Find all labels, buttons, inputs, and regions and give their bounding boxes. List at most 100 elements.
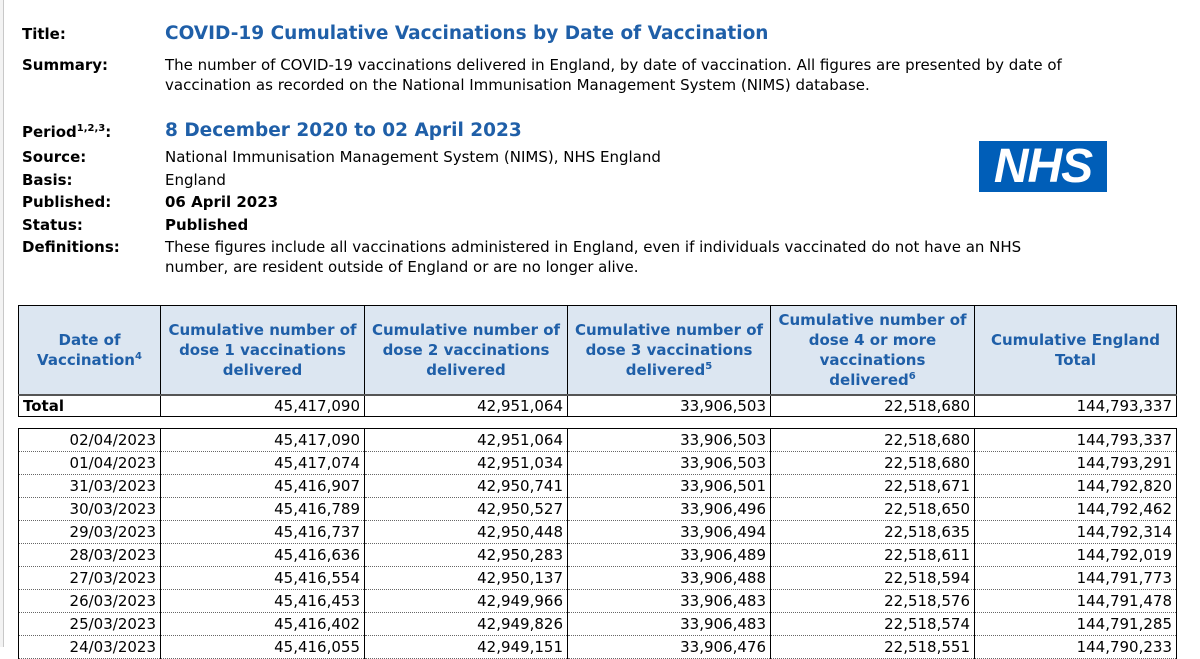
- table-row: 24/03/2023 45,416,055 42,949,151 33,906,476…: [18, 635, 1177, 659]
- cell-dose4[interactable]: 22,518,574: [770, 612, 975, 636]
- table-header: Date of Vaccination4 Cumulative number of…: [18, 305, 1177, 417]
- column-header-dose2: Cumulative number of dose 2 vaccinations…: [364, 305, 568, 396]
- total-cell-dose3[interactable]: 33,906,503: [567, 394, 771, 417]
- cell-dose3[interactable]: 33,906,489: [567, 543, 771, 567]
- cell-total[interactable]: 144,791,478: [974, 589, 1177, 613]
- table-row: 29/03/2023 45,416,737 42,950,448 33,906,494…: [18, 520, 1177, 544]
- cell-dose2[interactable]: 42,949,966: [364, 589, 568, 613]
- data-table: 02/04/2023 45,417,090 42,951,064 33,906,503…: [18, 428, 1177, 659]
- total-cell-dose4[interactable]: 22,518,680: [770, 394, 975, 417]
- column-header-dose1: Cumulative number of dose 1 vaccinations…: [160, 305, 365, 396]
- cell-dose3[interactable]: 33,906,488: [567, 566, 771, 590]
- column-header-total: Cumulative England Total: [974, 305, 1177, 396]
- cell-dose3[interactable]: 33,906,483: [567, 612, 771, 636]
- source-label: Source:: [22, 148, 87, 166]
- definitions-label: Definitions:: [22, 238, 120, 256]
- cell-dose2[interactable]: 42,951,034: [364, 451, 568, 475]
- cell-dose3[interactable]: 33,906,494: [567, 520, 771, 544]
- table-row: 25/03/2023 45,416,402 42,949,826 33,906,483…: [18, 612, 1177, 636]
- cell-date[interactable]: 29/03/2023: [18, 520, 161, 544]
- table-row: 28/03/2023 45,416,636 42,950,283 33,906,489…: [18, 543, 1177, 567]
- table-row: 01/04/2023 45,417,074 42,951,034 33,906,503…: [18, 451, 1177, 475]
- cell-dose1[interactable]: 45,417,090: [160, 428, 365, 452]
- published-value: 06 April 2023: [165, 193, 279, 211]
- status-value: Published: [165, 216, 249, 234]
- cell-date[interactable]: 28/03/2023: [18, 543, 161, 567]
- cell-dose2[interactable]: 42,950,741: [364, 474, 568, 498]
- cell-dose1[interactable]: 45,416,055: [160, 635, 365, 659]
- cell-dose1[interactable]: 45,416,789: [160, 497, 365, 521]
- summary-text: The number of COVID-19 vaccinations deli…: [165, 56, 1062, 94]
- title-label: Title:: [22, 25, 66, 43]
- published-label: Published:: [22, 193, 112, 211]
- cell-dose2[interactable]: 42,949,826: [364, 612, 568, 636]
- cell-dose4[interactable]: 22,518,551: [770, 635, 975, 659]
- total-cell-date[interactable]: Total: [18, 394, 161, 417]
- cell-dose2[interactable]: 42,950,448: [364, 520, 568, 544]
- cell-dose4[interactable]: 22,518,680: [770, 451, 975, 475]
- cell-dose2[interactable]: 42,951,064: [364, 428, 568, 452]
- cell-dose2[interactable]: 42,950,283: [364, 543, 568, 567]
- cell-date[interactable]: 27/03/2023: [18, 566, 161, 590]
- cell-dose2[interactable]: 42,950,527: [364, 497, 568, 521]
- column-header-dose4: Cumulative number of dose 4 or more vacc…: [770, 305, 975, 396]
- cell-dose1[interactable]: 45,416,907: [160, 474, 365, 498]
- cell-dose1[interactable]: 45,416,636: [160, 543, 365, 567]
- cell-dose1[interactable]: 45,417,074: [160, 451, 365, 475]
- cell-dose4[interactable]: 22,518,594: [770, 566, 975, 590]
- cell-dose4[interactable]: 22,518,576: [770, 589, 975, 613]
- basis-value: England: [165, 171, 226, 189]
- cell-total[interactable]: 144,790,233: [974, 635, 1177, 659]
- page-title: COVID-19 Cumulative Vaccinations by Date…: [165, 23, 769, 44]
- cell-date[interactable]: 01/04/2023: [18, 451, 161, 475]
- total-row: Total 45,417,090 42,951,064 33,906,503 22,51…: [18, 394, 1177, 417]
- cell-dose1[interactable]: 45,416,554: [160, 566, 365, 590]
- column-header-dose3: Cumulative number of dose 3 vaccinations…: [567, 305, 771, 396]
- period-label: Period1,2,3:: [22, 123, 112, 141]
- basis-label: Basis:: [22, 171, 73, 189]
- cell-total[interactable]: 144,791,285: [974, 612, 1177, 636]
- header-row: Date of Vaccination4 Cumulative number of…: [18, 305, 1177, 396]
- cell-dose3[interactable]: 33,906,483: [567, 589, 771, 613]
- cell-total[interactable]: 144,792,462: [974, 497, 1177, 521]
- cell-total[interactable]: 144,793,291: [974, 451, 1177, 475]
- cell-date[interactable]: 30/03/2023: [18, 497, 161, 521]
- cell-dose1[interactable]: 45,416,453: [160, 589, 365, 613]
- cell-total[interactable]: 144,791,773: [974, 566, 1177, 590]
- sheet-gutter: [0, 0, 4, 647]
- cell-dose3[interactable]: 33,906,476: [567, 635, 771, 659]
- period-value: 8 December 2020 to 02 April 2023: [165, 120, 522, 141]
- definitions-text: These figures include all vaccinations a…: [165, 238, 1022, 276]
- cell-date[interactable]: 02/04/2023: [18, 428, 161, 452]
- cell-dose4[interactable]: 22,518,635: [770, 520, 975, 544]
- table-row: 02/04/2023 45,417,090 42,951,064 33,906,503…: [18, 428, 1177, 452]
- total-cell-dose2[interactable]: 42,951,064: [364, 394, 568, 417]
- cell-dose1[interactable]: 45,416,402: [160, 612, 365, 636]
- cell-dose4[interactable]: 22,518,671: [770, 474, 975, 498]
- table-row: 26/03/2023 45,416,453 42,949,966 33,906,483…: [18, 589, 1177, 613]
- cell-date[interactable]: 26/03/2023: [18, 589, 161, 613]
- cell-total[interactable]: 144,792,820: [974, 474, 1177, 498]
- cell-dose4[interactable]: 22,518,650: [770, 497, 975, 521]
- cell-dose3[interactable]: 33,906,501: [567, 474, 771, 498]
- cell-date[interactable]: 24/03/2023: [18, 635, 161, 659]
- total-cell-total[interactable]: 144,793,337: [974, 394, 1177, 417]
- cell-dose2[interactable]: 42,949,151: [364, 635, 568, 659]
- total-cell-dose1[interactable]: 45,417,090: [160, 394, 365, 417]
- cell-dose4[interactable]: 22,518,680: [770, 428, 975, 452]
- cell-dose4[interactable]: 22,518,611: [770, 543, 975, 567]
- status-label: Status:: [22, 216, 83, 234]
- summary-label: Summary:: [22, 56, 109, 74]
- cell-total[interactable]: 144,792,019: [974, 543, 1177, 567]
- table-row: 31/03/2023 45,416,907 42,950,741 33,906,501…: [18, 474, 1177, 498]
- cell-dose3[interactable]: 33,906,496: [567, 497, 771, 521]
- cell-total[interactable]: 144,793,337: [974, 428, 1177, 452]
- source-value: National Immunisation Management System …: [165, 148, 661, 166]
- cell-dose2[interactable]: 42,950,137: [364, 566, 568, 590]
- cell-dose3[interactable]: 33,906,503: [567, 428, 771, 452]
- cell-date[interactable]: 25/03/2023: [18, 612, 161, 636]
- cell-dose3[interactable]: 33,906,503: [567, 451, 771, 475]
- cell-dose1[interactable]: 45,416,737: [160, 520, 365, 544]
- cell-date[interactable]: 31/03/2023: [18, 474, 161, 498]
- cell-total[interactable]: 144,792,314: [974, 520, 1177, 544]
